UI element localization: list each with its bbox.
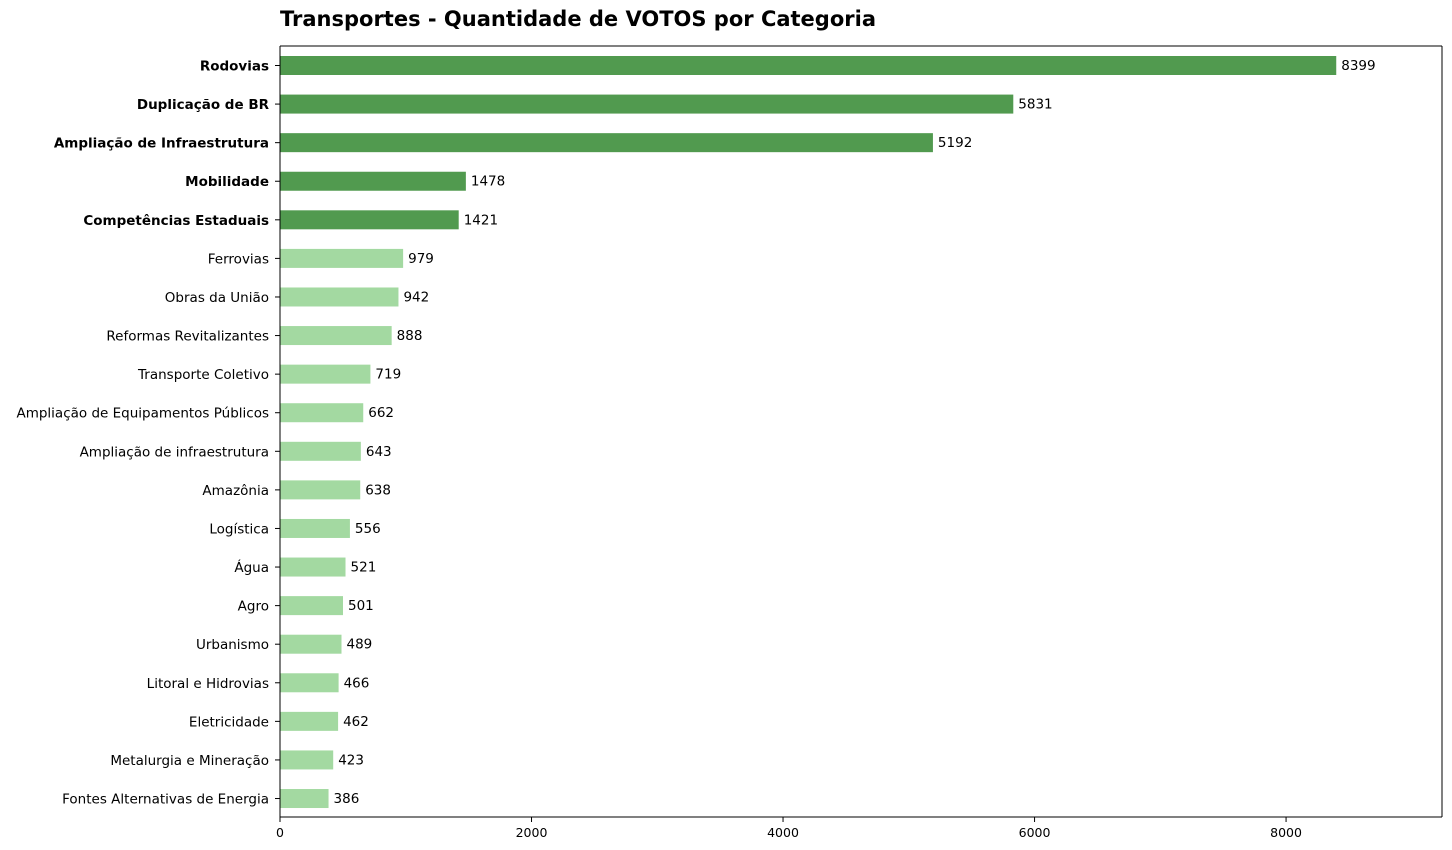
category-label: Mobilidade <box>185 174 269 190</box>
data-label: 942 <box>403 289 429 305</box>
category-label: Reformas Revitalizantes <box>106 329 269 345</box>
data-label: 643 <box>366 444 392 460</box>
bar-15 <box>280 634 342 654</box>
bar-17 <box>280 711 339 731</box>
data-label: 5831 <box>1018 97 1052 113</box>
category-label: Água <box>234 559 269 576</box>
category-label: Obras da União <box>165 290 269 306</box>
bar-18 <box>280 750 334 770</box>
x-tick-label: 2000 <box>516 825 548 840</box>
data-label: 719 <box>375 367 401 383</box>
category-label: Ampliação de infraestrutura <box>80 444 269 460</box>
category-label: Ampliação de Infraestrutura <box>54 136 269 152</box>
category-label: Litoral e Hidrovias <box>147 676 269 692</box>
bar-5 <box>280 248 404 268</box>
category-label: Metalurgia e Mineração <box>110 753 269 769</box>
bar-7 <box>280 326 392 346</box>
category-label: Amazônia <box>202 483 269 499</box>
category-label: Agro <box>238 599 269 615</box>
axes: 0 2000 4000 6000 8000 <box>275 45 1443 840</box>
bar-6 <box>280 287 399 307</box>
bar-16 <box>280 673 339 693</box>
bar-2 <box>280 133 933 153</box>
category-label: Urbanismo <box>196 637 269 653</box>
bar-19 <box>280 789 329 809</box>
bar-8 <box>280 364 371 384</box>
x-tick-label: 4000 <box>767 825 799 840</box>
bar-13 <box>280 557 346 577</box>
data-label: 501 <box>348 598 374 614</box>
value-labels: 8399 5831 5192 1478 1421 979 942 888 719 662 643 63… <box>334 58 1376 807</box>
data-label: 5192 <box>938 135 972 151</box>
x-tick-label: 0 <box>276 825 284 840</box>
data-label: 386 <box>334 791 360 807</box>
category-label: Ferrovias <box>208 251 269 267</box>
bar-11 <box>280 480 361 500</box>
category-label: Fontes Alternativas de Energia <box>62 792 269 808</box>
data-label: 888 <box>397 328 423 344</box>
data-label: 423 <box>338 752 364 768</box>
category-label: Transporte Coletivo <box>137 367 269 383</box>
category-label: Ampliação de Equipamentos Públicos <box>16 406 269 422</box>
category-label: Logística <box>209 521 269 537</box>
data-label: 462 <box>343 714 369 730</box>
bar-10 <box>280 441 361 461</box>
bar-0 <box>280 56 1337 75</box>
x-tick-label: 8000 <box>1270 825 1302 840</box>
data-label: 8399 <box>1341 58 1375 74</box>
bar-3 <box>280 171 466 191</box>
category-label: Competências Estaduais <box>83 213 269 229</box>
data-label: 662 <box>368 405 394 421</box>
data-label: 489 <box>347 637 373 653</box>
bar-4 <box>280 210 459 230</box>
data-label: 556 <box>355 521 381 537</box>
chart-title: Transportes - Quantidade de VOTOS por Ca… <box>280 7 876 31</box>
bar-9 <box>280 403 364 423</box>
bars-group <box>280 56 1337 809</box>
bar-14 <box>280 596 343 616</box>
data-label: 466 <box>344 675 370 691</box>
data-label: 1421 <box>464 212 498 228</box>
x-tick-label: 6000 <box>1019 825 1051 840</box>
category-label: Eletricidade <box>189 714 269 730</box>
category-labels: Rodovias Duplicação de BR Ampliação de Inf… <box>16 59 269 808</box>
data-label: 979 <box>408 251 434 267</box>
category-label: Rodovias <box>200 59 269 75</box>
data-label: 1478 <box>471 174 505 190</box>
bar-1 <box>280 94 1014 114</box>
bar-12 <box>280 518 350 538</box>
data-label: 638 <box>365 482 391 498</box>
category-label: Duplicação de BR <box>137 97 270 113</box>
data-label: 521 <box>351 560 377 576</box>
